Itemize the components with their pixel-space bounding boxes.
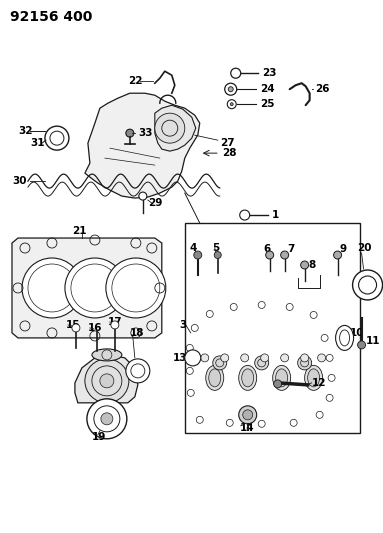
Circle shape [241,354,249,362]
Text: 26: 26 [314,84,329,94]
Text: 16: 16 [88,323,102,333]
Text: 25: 25 [260,99,274,109]
Circle shape [126,129,134,137]
Polygon shape [190,303,332,427]
Text: 11: 11 [365,336,380,346]
Circle shape [100,374,114,388]
Ellipse shape [239,366,257,390]
Circle shape [85,359,129,403]
Circle shape [266,251,274,259]
Circle shape [227,100,236,109]
Circle shape [274,380,282,388]
Circle shape [301,261,309,269]
Ellipse shape [304,366,322,390]
Circle shape [353,270,383,300]
Circle shape [261,354,269,362]
Circle shape [298,356,312,370]
Ellipse shape [209,369,221,387]
Polygon shape [155,105,196,151]
Circle shape [240,210,250,220]
Circle shape [87,399,127,439]
Circle shape [239,406,257,424]
Circle shape [126,359,150,383]
Text: 2: 2 [271,226,278,236]
Circle shape [155,113,185,143]
Text: 10: 10 [350,328,364,338]
Ellipse shape [276,369,288,387]
Text: 3: 3 [180,320,187,330]
Text: 15: 15 [66,320,80,330]
Circle shape [228,87,233,92]
Polygon shape [75,355,138,403]
Circle shape [318,354,326,362]
Bar [185,223,360,433]
Text: 92156 400: 92156 400 [10,10,92,25]
Text: 22: 22 [128,76,142,86]
Circle shape [225,83,237,95]
Ellipse shape [308,369,320,387]
Text: 20: 20 [358,243,372,253]
Text: 32: 32 [18,126,33,136]
Text: 24: 24 [260,84,274,94]
Text: 6: 6 [264,244,271,254]
Circle shape [230,103,233,106]
Text: 13: 13 [173,353,187,363]
Circle shape [281,251,289,259]
Ellipse shape [336,326,354,350]
Circle shape [111,321,119,329]
Circle shape [72,324,80,332]
Circle shape [301,354,309,362]
Text: 31: 31 [30,138,44,148]
Text: 18: 18 [130,328,144,338]
Circle shape [237,227,245,235]
Text: 14: 14 [240,423,254,433]
Text: 8: 8 [309,260,316,270]
Ellipse shape [242,369,254,387]
Circle shape [139,192,147,200]
Text: 17: 17 [108,317,123,327]
Circle shape [65,258,125,318]
Text: 33: 33 [138,128,152,138]
Text: 28: 28 [222,148,236,158]
Ellipse shape [92,349,122,361]
Circle shape [221,354,229,362]
Text: 5: 5 [212,243,219,253]
Ellipse shape [206,366,224,390]
Circle shape [106,258,166,318]
Text: 12: 12 [312,378,326,388]
Text: 4: 4 [190,243,197,253]
Text: 30: 30 [12,176,26,186]
Circle shape [281,354,289,362]
Text: 7: 7 [288,244,295,254]
Circle shape [255,356,269,370]
Circle shape [22,258,82,318]
Circle shape [201,354,209,362]
Ellipse shape [273,366,291,390]
Circle shape [214,252,221,259]
Polygon shape [12,238,162,338]
Text: 21: 21 [72,226,87,236]
Text: 19: 19 [92,432,106,442]
Text: 9: 9 [340,244,347,254]
Polygon shape [85,93,200,198]
Circle shape [213,356,227,370]
Circle shape [243,410,253,420]
Text: 29: 29 [148,198,162,208]
Circle shape [334,251,342,259]
Circle shape [101,413,113,425]
Text: 23: 23 [262,68,276,78]
Text: 1: 1 [272,210,279,220]
Circle shape [194,251,202,259]
Text: 27: 27 [220,138,234,148]
Circle shape [185,350,201,366]
Circle shape [231,68,241,78]
Circle shape [45,126,69,150]
Circle shape [358,341,365,349]
